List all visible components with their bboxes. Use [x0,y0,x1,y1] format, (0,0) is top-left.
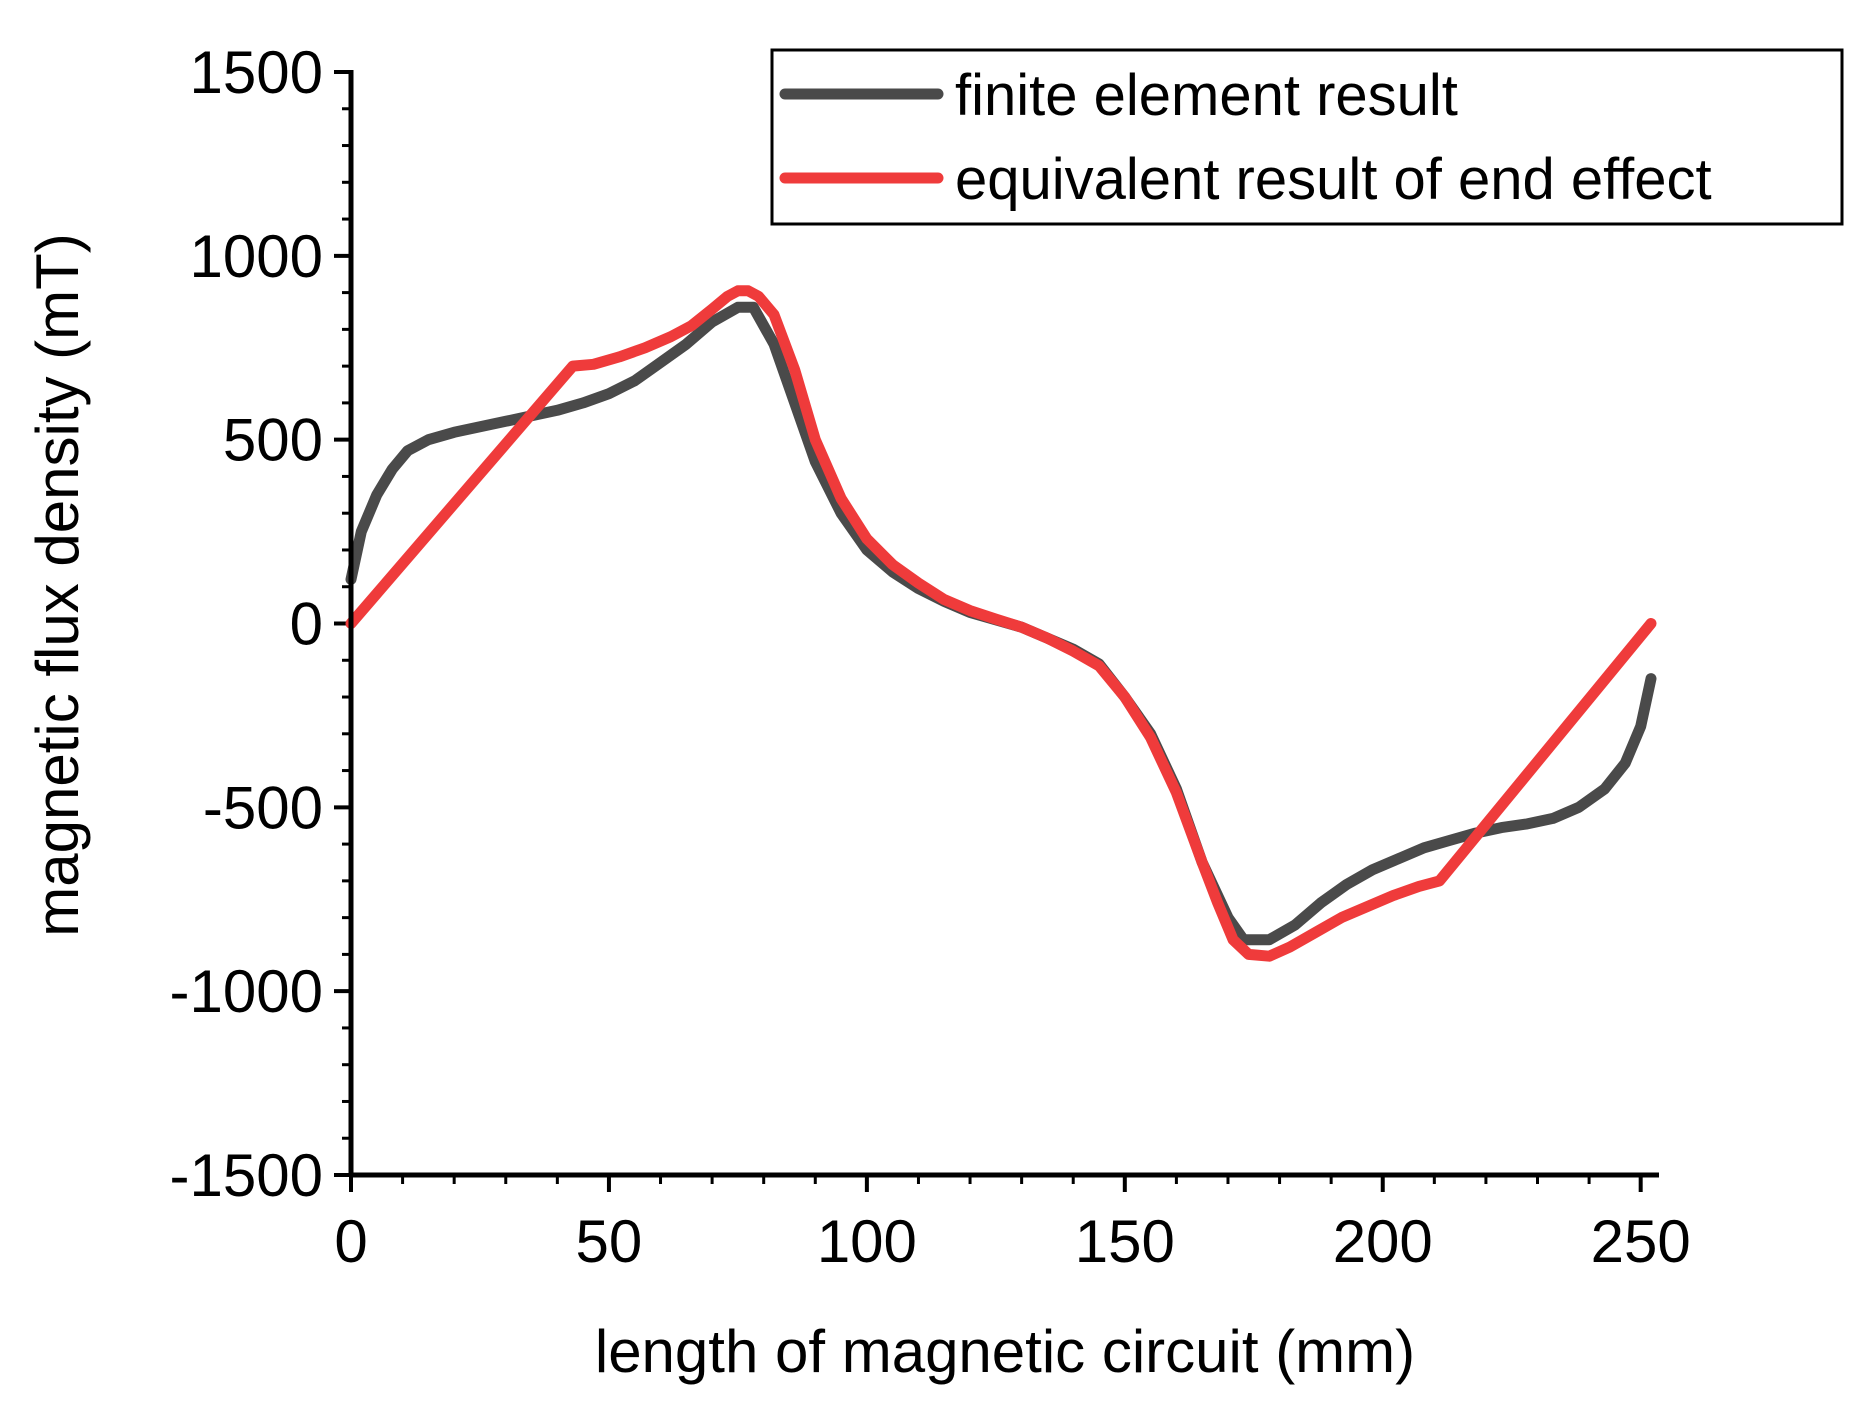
y-tick-label: 0 [290,591,323,658]
legend-label-finite-element: finite element result [955,63,1458,128]
y-tick-label: 1000 [190,223,323,290]
x-tick-label: 0 [334,1208,367,1275]
legend: finite element result equivalent result … [770,48,1844,226]
y-tick-label: 500 [223,407,323,474]
x-axis-title: length of magnetic circuit (mm) [595,1318,1415,1385]
y-tick-label: -1000 [170,958,323,1025]
x-tick-label: 200 [1333,1208,1433,1275]
axes [348,70,1659,1178]
y-axis-title: magnetic flux density (mT) [24,233,91,937]
series-layer [345,285,1657,962]
x-tick-label: 100 [817,1208,917,1275]
legend-label-equivalent-result: equivalent result of end effect [955,147,1712,212]
x-tick-label: 150 [1075,1208,1175,1275]
legend-box [770,48,1844,226]
y-tick-label: 1500 [190,39,323,106]
y-tick-label: -1500 [170,1142,323,1209]
x-tick-label: 250 [1591,1208,1691,1275]
x-tick-label: 50 [576,1208,643,1275]
tick-layer: -1500 -1000 -500 0 500 1000 1500 0 50 100 150 200 25… [170,39,1691,1275]
y-tick-label: -500 [203,774,323,841]
series-line-equivalent-result [345,285,1657,962]
